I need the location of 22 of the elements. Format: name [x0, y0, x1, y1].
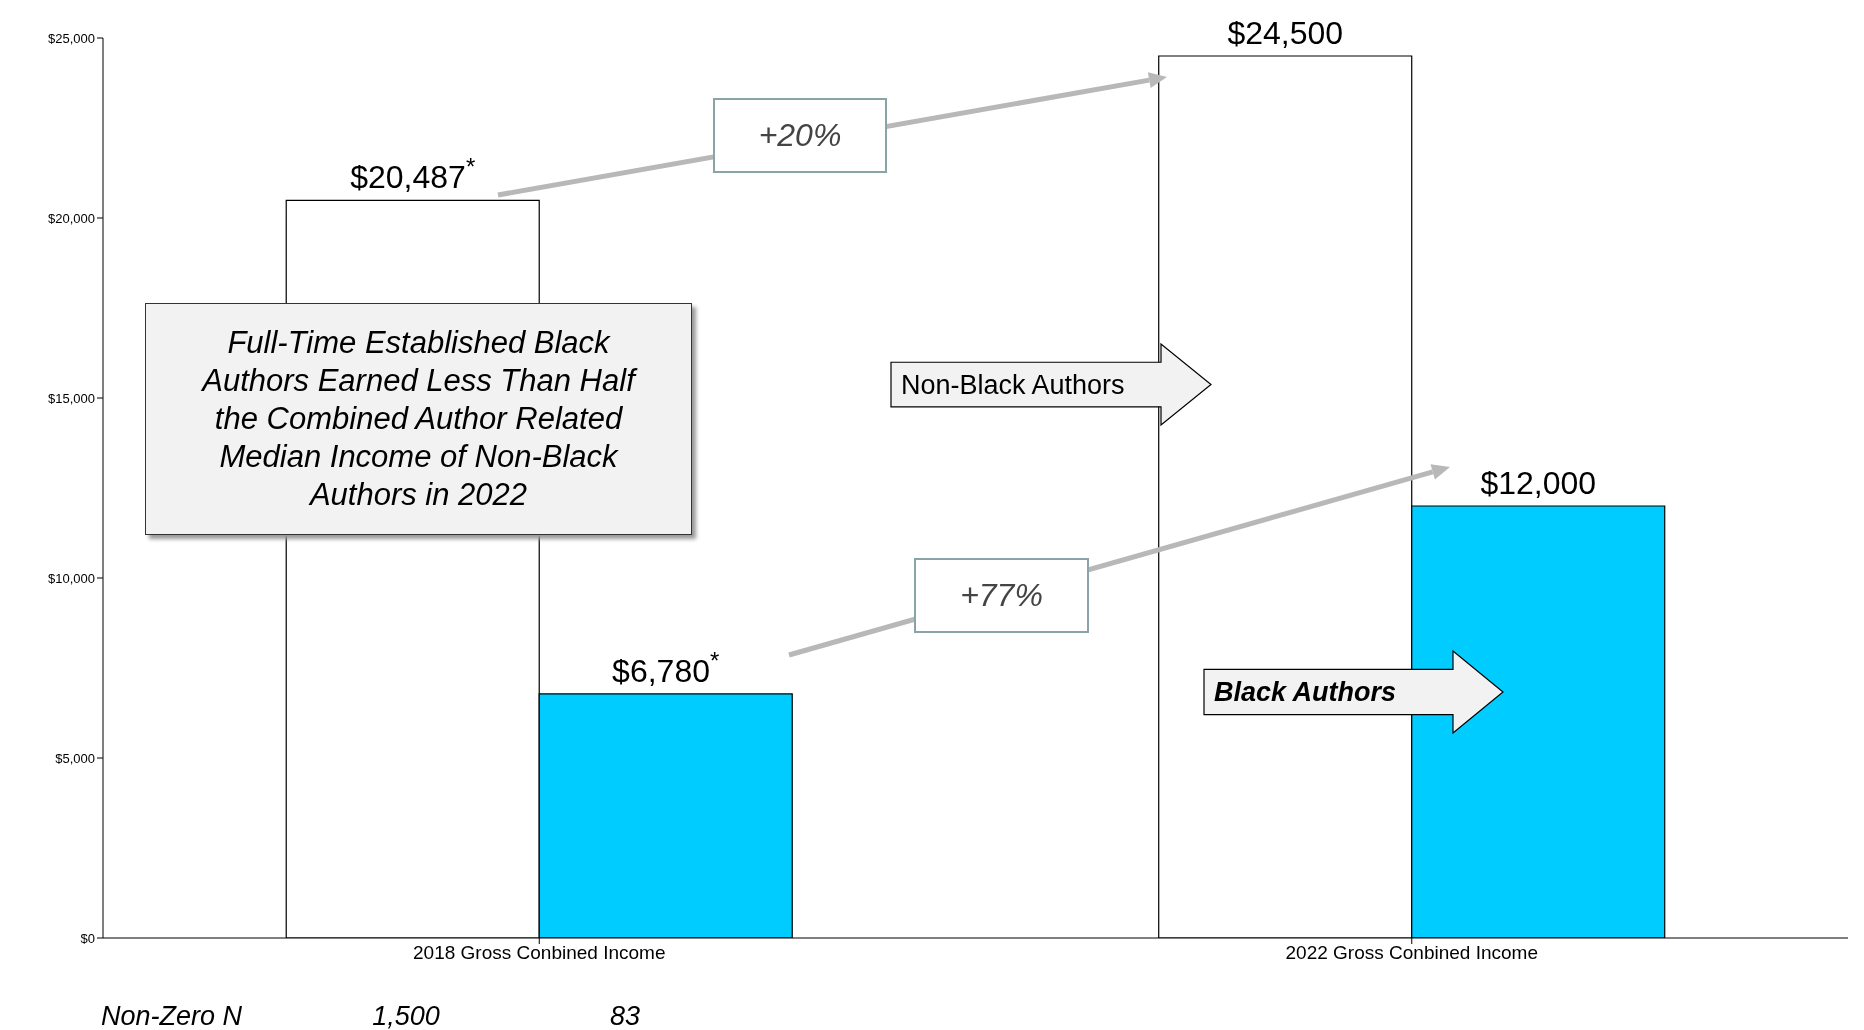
y-tick-label: $20,000 — [48, 210, 95, 226]
y-tick-label: $0 — [80, 930, 95, 946]
text: Non-Zero N — [101, 1001, 243, 1030]
text: 1,500 — [372, 1001, 440, 1030]
data-label: $20,487$^{*}$ — [350, 152, 476, 196]
y-tick-label: $25,000 — [48, 30, 95, 46]
label-box: +20% — [713, 98, 887, 173]
y-tick-label: $15,000 — [48, 390, 95, 406]
y-tick-label: $10,000 — [48, 570, 95, 586]
y-tick-label: $5,000 — [55, 750, 95, 766]
x-tick-label: 2022 Gross Conbined Income — [1285, 942, 1538, 964]
series-label: Black Authors — [1214, 677, 1397, 707]
series-label: Non-Black Authors — [901, 369, 1125, 400]
label-box: +77% — [914, 558, 1089, 633]
data-label: $12,000 — [1480, 465, 1597, 501]
text: 83 — [609, 1001, 641, 1030]
data-label: $6,780$^{*}$ — [612, 646, 720, 689]
callout-arrow: Non-Black Authors — [890, 342, 1212, 427]
callout-arrow: Black Authors — [1203, 649, 1504, 735]
note-box: Full-Time Established Black Authors Earned Less Than Half the Combined Author Related Median Income of Non-Black Authors in 2022 — [145, 303, 692, 535]
x-tick-label: 2018 Gross Conbined Income — [413, 942, 666, 964]
data-label: $24,500 — [1227, 15, 1344, 51]
